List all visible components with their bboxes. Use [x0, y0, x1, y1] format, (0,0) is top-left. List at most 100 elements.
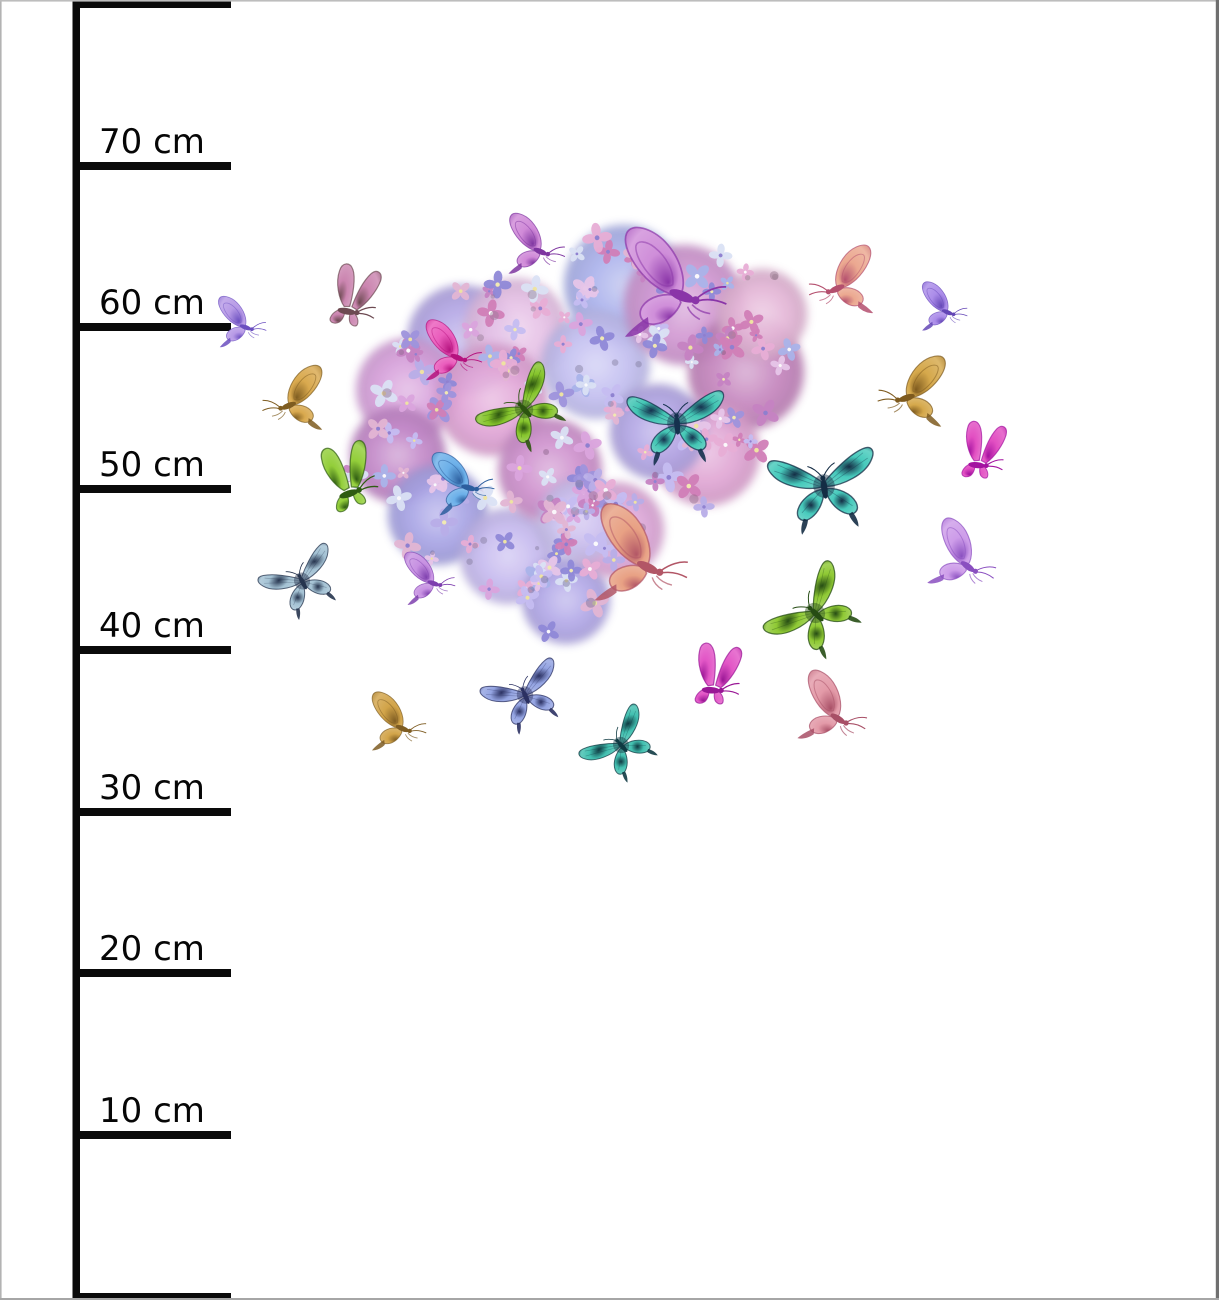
floret — [749, 328, 763, 342]
butterfly-teal-right — [766, 446, 883, 539]
flower-accent-dot — [530, 306, 536, 312]
flower-accent-dot — [430, 550, 435, 555]
floret — [426, 399, 447, 420]
flower-accent-dot — [466, 558, 473, 565]
ruler-tick — [72, 323, 231, 331]
butterfly-magenta-right — [961, 420, 1008, 481]
floret — [558, 311, 571, 324]
flower-accent-dot — [543, 449, 550, 455]
floret — [542, 499, 567, 525]
ruler-tick — [72, 162, 231, 170]
flower-accent-dot — [477, 334, 484, 342]
flower-accent-dot — [588, 491, 598, 501]
flower-accent-dot — [635, 361, 642, 368]
butterfly-purple-right — [917, 277, 970, 331]
flower-accent-dot — [382, 388, 392, 398]
ruler-label: 30 cm — [99, 768, 205, 808]
floret — [743, 434, 758, 449]
flower-accent-dot — [535, 546, 540, 551]
ruler-tick — [72, 1131, 231, 1139]
flower-accent-dot — [582, 509, 589, 516]
floret — [575, 374, 597, 396]
floret — [436, 382, 457, 403]
flower-accent-dot — [689, 494, 699, 504]
floret — [695, 326, 714, 345]
floret — [483, 270, 512, 299]
flower-accent-dot — [607, 400, 614, 407]
butterfly-lilac-right — [927, 516, 1003, 593]
floret — [520, 275, 549, 303]
flower-accent-dot — [591, 286, 598, 292]
floret — [751, 336, 775, 361]
flower-accent-dot — [480, 536, 488, 544]
floret — [550, 426, 574, 450]
ruler-tick — [72, 1293, 231, 1300]
floret — [642, 333, 668, 359]
floret — [716, 371, 731, 387]
floret — [460, 534, 480, 554]
floret — [723, 407, 745, 428]
floret — [430, 508, 459, 537]
floret — [602, 548, 626, 572]
flower-accent-dot — [527, 586, 535, 594]
floret — [553, 334, 573, 354]
floret — [548, 381, 575, 408]
flower-heart — [341, 222, 807, 644]
flower-accent-dot — [490, 294, 496, 299]
floret — [368, 418, 389, 439]
image-border-right — [1215, 0, 1219, 1300]
floret — [504, 318, 526, 341]
floret — [370, 379, 398, 407]
ruler-label: 10 cm — [99, 1091, 205, 1131]
floret — [478, 578, 500, 600]
floret — [372, 464, 397, 488]
floret — [538, 467, 557, 486]
floret — [582, 222, 613, 253]
floret — [601, 384, 624, 407]
floret — [594, 478, 617, 502]
floret — [577, 502, 596, 521]
floret — [710, 408, 731, 429]
floret — [708, 243, 733, 268]
image-border-left — [0, 0, 2, 1300]
ruler: 70 cm 60 cm 50 cm 40 cm 30 cm 20 cm 10 cm — [72, 0, 231, 1300]
floret — [693, 496, 715, 518]
floret — [589, 325, 615, 351]
butterfly-magenta-bottom — [694, 642, 743, 706]
flower-accent-dot — [721, 350, 726, 356]
flower-accent-dot — [510, 365, 520, 375]
floret — [568, 312, 593, 337]
floret — [637, 444, 654, 461]
butterfly-salmon-top-right — [807, 241, 878, 314]
floret — [495, 532, 515, 552]
flower-accent-dot — [575, 364, 584, 374]
floret — [386, 485, 412, 511]
floret — [515, 586, 540, 610]
floret — [556, 520, 576, 540]
floret — [461, 320, 480, 339]
ruler-label: 60 cm — [99, 283, 205, 323]
flower-accent-dot — [772, 273, 779, 281]
floret — [713, 432, 738, 457]
butterfly-gold-right — [874, 346, 954, 427]
floret — [424, 551, 439, 566]
floret — [736, 263, 755, 281]
flower-accent-dot — [398, 349, 405, 355]
floret — [477, 299, 505, 327]
ruler-label: 40 cm — [99, 606, 205, 646]
ruler-label: 20 cm — [99, 929, 205, 969]
floret — [506, 455, 533, 482]
butterfly-rose-bottom-right — [797, 669, 871, 744]
floret — [605, 405, 625, 425]
floret — [579, 558, 601, 580]
butterfly-teal-bottom — [577, 702, 671, 795]
ruler-tick — [72, 0, 231, 8]
butterfly-gold-left — [260, 360, 329, 430]
floret — [489, 349, 518, 378]
floret — [398, 394, 416, 413]
floret — [777, 338, 801, 361]
ruler-label: 70 cm — [99, 122, 205, 162]
flower-accent-dot — [575, 479, 584, 488]
